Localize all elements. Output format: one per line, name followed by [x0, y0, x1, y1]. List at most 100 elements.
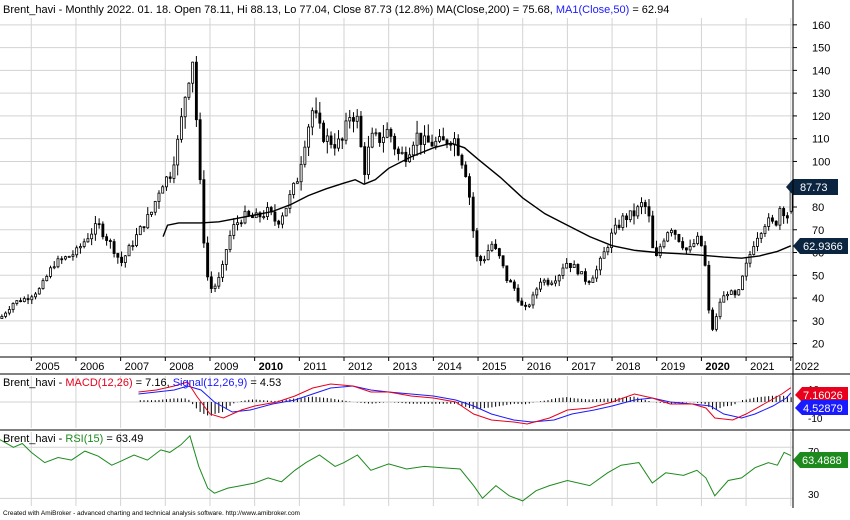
candle-down: [393, 135, 397, 150]
candle-up: [714, 316, 718, 330]
candle-down: [684, 247, 688, 251]
candle-up: [90, 233, 94, 240]
candle-down: [314, 110, 318, 114]
candle-up: [34, 293, 37, 298]
candle-up: [288, 194, 292, 209]
candle-down: [120, 256, 123, 263]
candle-up: [165, 176, 168, 188]
candle-down: [643, 202, 647, 208]
price-tick-label: 160: [812, 20, 830, 32]
candle-up: [539, 281, 542, 290]
candle-up: [295, 181, 299, 184]
candle-up: [722, 295, 726, 303]
candle-up: [123, 255, 127, 263]
candle-up: [348, 117, 352, 122]
candle-up: [438, 136, 441, 142]
candle-up: [49, 267, 52, 277]
candle-up: [224, 249, 228, 265]
svg-text:62.9366: 62.9366: [803, 241, 843, 253]
candle-up: [490, 243, 494, 251]
candle-up: [400, 151, 404, 155]
candle-down: [699, 235, 703, 247]
candle-up: [172, 164, 176, 179]
candle-up: [535, 288, 539, 296]
candle-up: [292, 182, 296, 195]
candle-down: [494, 243, 498, 249]
candle-up: [325, 135, 329, 142]
candle-down: [468, 176, 471, 198]
candle-up: [486, 250, 490, 261]
candle-up: [37, 288, 41, 295]
candle-up: [78, 246, 82, 249]
candle-up: [748, 254, 752, 264]
year-label: 2006: [80, 361, 104, 373]
candle-up: [726, 294, 729, 297]
candle-up: [606, 247, 610, 253]
svg-text:4.52879: 4.52879: [803, 403, 843, 415]
candle-down: [112, 241, 116, 254]
candle-up: [161, 186, 165, 194]
candle-up: [550, 282, 554, 285]
candle-up: [591, 277, 595, 283]
candle-down: [464, 164, 468, 178]
candle-up: [337, 138, 340, 149]
candle-down: [378, 132, 382, 143]
candle-up: [744, 262, 748, 277]
candle-up: [236, 222, 239, 225]
candle-down: [456, 138, 460, 156]
candle-up: [527, 304, 531, 307]
candle-up: [15, 300, 19, 304]
svg-text:87.73: 87.73: [800, 182, 828, 194]
candle-down: [509, 280, 513, 283]
rsi-value-badge: 63.4888: [793, 452, 848, 468]
candle-down: [404, 151, 408, 163]
year-label: 2015: [482, 361, 506, 373]
x-axis-labels: 2005 2006 2007 2008 2009 2010 2011 2012 2013 2014…: [30, 357, 819, 373]
price-panel: 2030405060708090100110120130140150160 Br…: [0, 4, 848, 506]
candle-down: [97, 223, 101, 226]
candle-up: [52, 266, 56, 269]
candle-down: [168, 176, 172, 179]
price-tick-label: 50: [812, 270, 824, 282]
macd-tick-minus10: -10: [808, 414, 823, 425]
candle-up: [752, 246, 756, 255]
candle-down: [198, 119, 202, 181]
year-label: 2008: [169, 361, 193, 373]
candle-up: [572, 264, 576, 269]
macd-title: Brent_havi - MACD(12,26) = 7.16, Signal(…: [3, 377, 281, 389]
candle-up: [385, 128, 389, 138]
price-title: Brent_havi - Monthly 2022. 01. 18. Open …: [3, 4, 669, 16]
candle-up: [666, 232, 670, 242]
candle-down: [26, 298, 30, 301]
candle-down: [359, 115, 363, 148]
candle-up: [131, 245, 135, 247]
year-label: 2018: [616, 361, 640, 373]
candle-down: [707, 264, 711, 311]
candle-up: [411, 144, 415, 156]
candle-up: [580, 271, 584, 275]
candle-down: [329, 135, 333, 145]
candle-down: [239, 222, 243, 225]
candle-down: [318, 112, 322, 124]
candle-up: [86, 238, 90, 243]
candle-down: [505, 265, 509, 281]
candle-up: [763, 226, 767, 234]
year-label: 2005: [35, 361, 59, 373]
candle-up: [82, 241, 86, 247]
candle-up: [759, 233, 763, 239]
candle-down: [546, 279, 550, 285]
candle-up: [640, 202, 643, 208]
candle-up: [307, 126, 311, 148]
candle-down: [202, 179, 206, 244]
candle-up: [284, 207, 288, 217]
candle-down: [273, 211, 277, 222]
candle-down: [625, 215, 628, 221]
candle-up: [187, 82, 191, 98]
candle-up: [662, 240, 666, 248]
price-tick-label: 110: [812, 134, 830, 146]
candle-up: [135, 234, 138, 246]
footer-credit: Created with AmiBroker - advanced charti…: [3, 510, 300, 517]
candle-up: [310, 110, 314, 128]
candle-up: [598, 257, 602, 271]
candle-down: [277, 220, 281, 225]
